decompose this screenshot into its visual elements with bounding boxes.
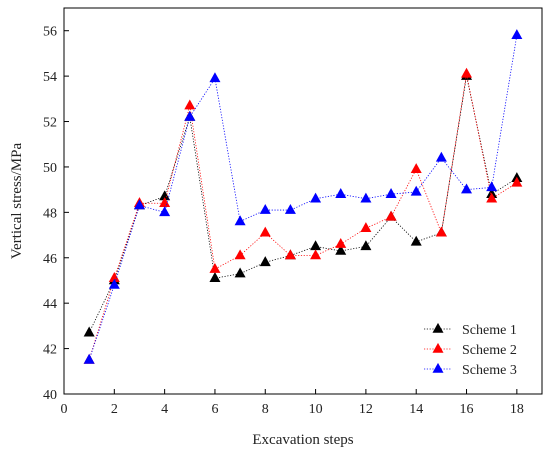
data-point bbox=[108, 278, 120, 289]
data-point bbox=[410, 235, 422, 246]
data-point bbox=[234, 249, 246, 260]
data-point bbox=[284, 249, 296, 260]
x-tick-label: 6 bbox=[211, 402, 218, 417]
data-point bbox=[511, 29, 523, 40]
series-line bbox=[88, 35, 518, 361]
series-3 bbox=[83, 29, 523, 364]
y-tick-label: 42 bbox=[43, 343, 57, 358]
data-point bbox=[310, 240, 322, 251]
data-point bbox=[385, 188, 397, 198]
x-tick-label: 2 bbox=[111, 402, 118, 417]
data-point bbox=[335, 244, 347, 255]
x-tick-label: 14 bbox=[409, 402, 423, 417]
x-tick-label: 12 bbox=[359, 402, 373, 417]
x-tick-label: 10 bbox=[309, 402, 323, 417]
data-point bbox=[360, 192, 372, 203]
data-point bbox=[410, 163, 422, 173]
x-axis-title: Excavation steps bbox=[252, 432, 353, 448]
plot-frame bbox=[63, 7, 543, 395]
data-point bbox=[184, 99, 196, 110]
legend-item: Scheme 2 bbox=[424, 342, 517, 358]
data-point bbox=[159, 206, 171, 217]
data-point bbox=[284, 203, 296, 214]
x-tick-label: 18 bbox=[510, 402, 524, 417]
y-tick-label: 44 bbox=[43, 297, 57, 312]
series-layer bbox=[83, 29, 523, 364]
legend-item: Scheme 3 bbox=[424, 362, 517, 378]
data-point bbox=[511, 176, 523, 187]
x-axis-ticks: 0 2 4 6 8 10 12 14 16 18 bbox=[61, 389, 524, 417]
data-point bbox=[133, 199, 145, 210]
y-tick-label: 46 bbox=[43, 252, 57, 267]
x-tick-label: 16 bbox=[460, 402, 474, 417]
data-point bbox=[184, 110, 196, 121]
legend: Scheme 1 Scheme 2 Scheme 3 bbox=[424, 322, 517, 378]
data-point bbox=[83, 326, 95, 337]
data-point bbox=[310, 249, 322, 260]
data-point bbox=[259, 226, 271, 237]
data-point bbox=[410, 185, 422, 196]
data-point bbox=[209, 72, 221, 83]
legend-marker bbox=[432, 362, 444, 373]
data-point bbox=[461, 67, 473, 78]
data-point bbox=[159, 190, 171, 201]
y-axis-ticks: 40 42 44 46 48 50 52 54 56 bbox=[43, 25, 69, 403]
data-point bbox=[259, 256, 271, 267]
data-point bbox=[83, 353, 95, 364]
x-tick-label: 4 bbox=[161, 402, 168, 417]
data-point bbox=[360, 240, 372, 251]
data-point bbox=[435, 226, 447, 237]
data-point bbox=[259, 203, 271, 214]
series-line bbox=[88, 76, 518, 333]
data-point bbox=[385, 210, 397, 221]
data-point bbox=[486, 181, 498, 192]
legend-item: Scheme 1 bbox=[424, 322, 517, 338]
x-tick-label: 0 bbox=[61, 402, 68, 417]
data-point bbox=[360, 222, 372, 233]
series-line bbox=[88, 73, 518, 361]
y-tick-label: 50 bbox=[43, 161, 57, 176]
legend-marker bbox=[432, 322, 444, 333]
data-point bbox=[159, 197, 171, 208]
data-point bbox=[234, 215, 246, 226]
y-tick-label: 52 bbox=[43, 116, 57, 131]
data-point bbox=[209, 272, 221, 282]
data-point bbox=[486, 192, 498, 203]
data-point bbox=[335, 238, 347, 248]
data-point bbox=[335, 188, 347, 198]
y-tick-label: 48 bbox=[43, 206, 57, 221]
data-point bbox=[461, 183, 473, 194]
y-tick-label: 40 bbox=[43, 388, 57, 403]
y-axis-title: Vertical stress/MPa bbox=[9, 143, 25, 260]
legend-marker bbox=[432, 342, 444, 353]
data-point bbox=[209, 262, 221, 273]
data-point bbox=[234, 267, 246, 278]
data-point bbox=[435, 151, 447, 162]
legend-label: Scheme 1 bbox=[462, 323, 517, 338]
legend-label: Scheme 2 bbox=[462, 343, 517, 358]
x-tick-label: 8 bbox=[262, 402, 269, 417]
data-point bbox=[108, 272, 120, 282]
series-2 bbox=[83, 67, 523, 364]
legend-label: Scheme 3 bbox=[462, 363, 517, 378]
y-tick-label: 56 bbox=[43, 25, 57, 40]
y-tick-label: 54 bbox=[43, 70, 57, 85]
data-point bbox=[310, 192, 322, 203]
